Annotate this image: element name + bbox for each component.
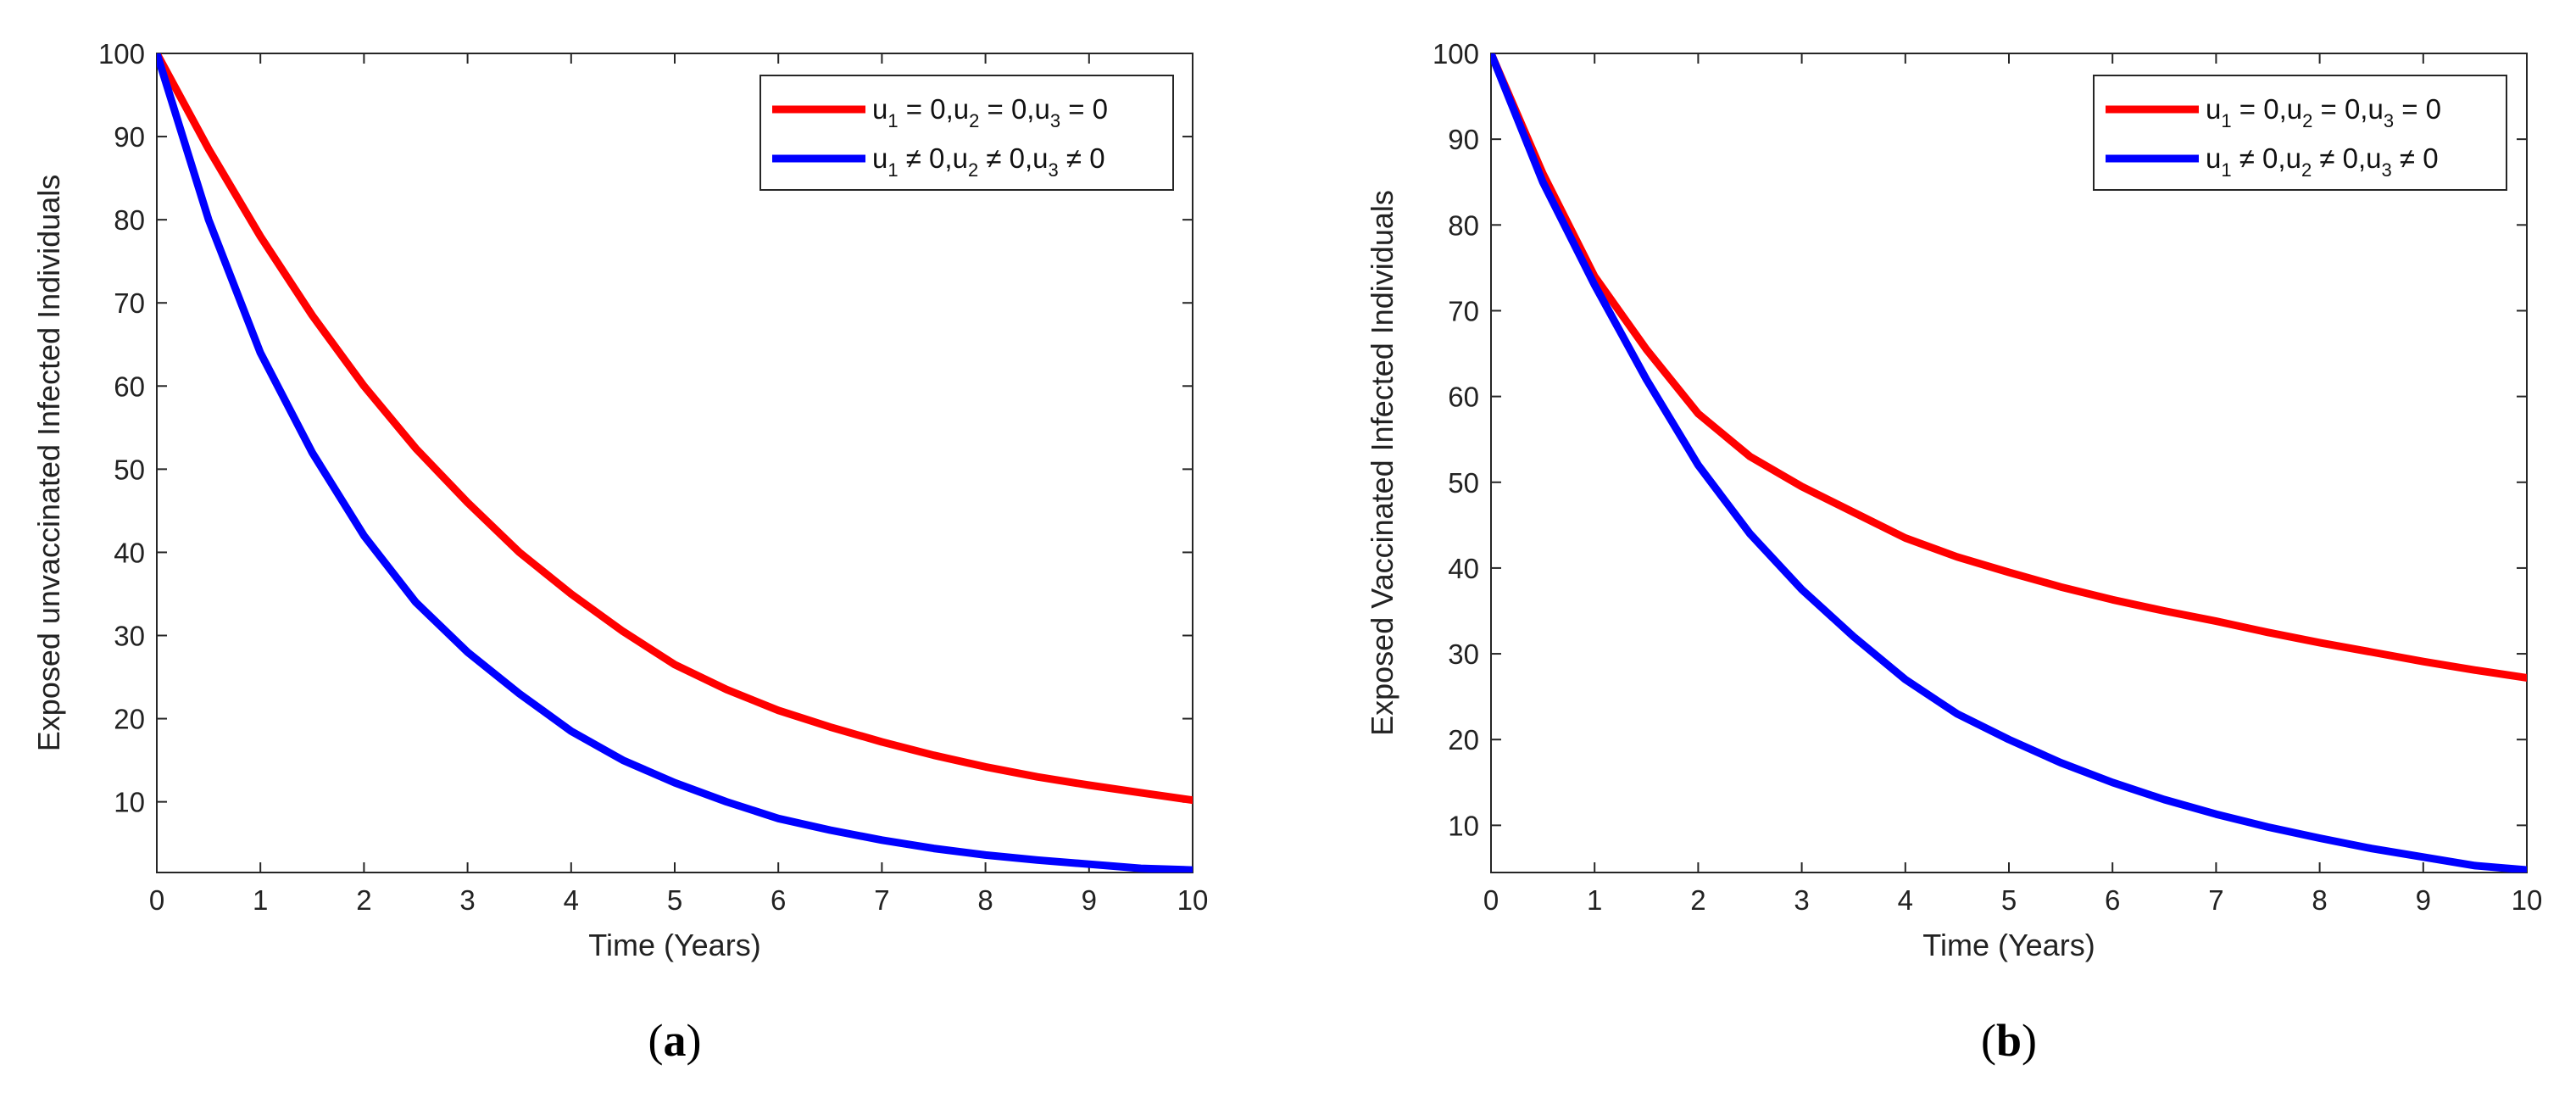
chart-1-y-tick-label: 40 bbox=[114, 537, 145, 568]
chart-2-series-2-line bbox=[1491, 53, 2527, 872]
chart-2-x-tick-label: 7 bbox=[2208, 884, 2223, 916]
chart-1-y-tick-label: 90 bbox=[114, 121, 145, 153]
panel-a: 0 1 2 3 4 5 6 7 8 9 10 10 20 30 40 50 60 70 80 90 100 Time (Y… bbox=[31, 38, 1208, 1066]
chart-1-x-tick-label: 6 bbox=[771, 884, 786, 916]
chart-1-legend-label-1: u1 = 0,u2 = 0,u3 = 0 bbox=[872, 93, 1108, 131]
chart-2-y-tick-label: 20 bbox=[1448, 724, 1479, 755]
chart-1-x-tick-label: 2 bbox=[356, 884, 371, 916]
chart-2-x-tick-label: 9 bbox=[2416, 884, 2431, 916]
chart-2-x-tick-label: 3 bbox=[1794, 884, 1809, 916]
chart-2-x-tick-label: 8 bbox=[2312, 884, 2327, 916]
panel-b: 0 1 2 3 4 5 6 7 8 9 10 10 20 30 40 50 60 70 80 90 100 Time (Y… bbox=[1365, 38, 2542, 1066]
chart-1-x-tick-label: 9 bbox=[1082, 884, 1097, 916]
chart-2-legend-box bbox=[2093, 75, 2507, 191]
chart-2-x-tick-label: 0 bbox=[1483, 884, 1499, 916]
chart-1-series-1-line bbox=[157, 53, 1193, 805]
chart-1-y-tick-label: 10 bbox=[114, 787, 145, 818]
chart-1-y-tick-label: 70 bbox=[114, 287, 145, 319]
chart-1-y-tick-label: 20 bbox=[114, 704, 145, 735]
chart-1-y-tick-label: 50 bbox=[114, 454, 145, 485]
chart-2-y-tick-label: 30 bbox=[1448, 638, 1479, 670]
chart-1-y-axis-label: Exposed unvaccinated Infected Individual… bbox=[31, 175, 66, 751]
chart-2-x-tick-label: 6 bbox=[2105, 884, 2120, 916]
chart-1-y-tick-label: 60 bbox=[114, 371, 145, 402]
chart-2-x-tick-label: 1 bbox=[1587, 884, 1602, 916]
chart-1-x-tick-label: 4 bbox=[564, 884, 579, 916]
chart-2-y-tick-label: 10 bbox=[1448, 810, 1479, 841]
chart-2-legend-label-2: u1 ≠ 0,u2 ≠ 0,u3 ≠ 0 bbox=[2206, 142, 2439, 181]
chart-1-x-tick-label: 0 bbox=[149, 884, 164, 916]
chart-2-y-tick-label: 90 bbox=[1448, 124, 1479, 155]
chart-2-y-tick-label: 80 bbox=[1448, 209, 1479, 241]
chart-2-y-tick-label: 70 bbox=[1448, 295, 1479, 326]
chart-2-legend-label-1: u1 = 0,u2 = 0,u3 = 0 bbox=[2206, 93, 2441, 131]
chart-1-x-tick-label: 8 bbox=[977, 884, 993, 916]
chart-1-legend-box bbox=[759, 75, 1174, 191]
chart-1-x-tick-label: 5 bbox=[667, 884, 682, 916]
chart-2-y-tick-label: 40 bbox=[1448, 553, 1479, 584]
chart-2-x-tick-label: 4 bbox=[1898, 884, 1913, 916]
chart-1-x-tick-label: 3 bbox=[459, 884, 475, 916]
chart-2-panel-caption: (b) bbox=[1981, 1015, 2037, 1066]
chart-1-x-tick-label: 10 bbox=[1177, 884, 1209, 916]
chart-2-x-tick-label: 2 bbox=[1690, 884, 1705, 916]
chart-2-y-tick-label: 50 bbox=[1448, 467, 1479, 499]
chart-2-y-tick-label: 100 bbox=[1433, 38, 1479, 70]
chart-1-x-axis-label: Time (Years) bbox=[588, 928, 760, 962]
chart-1-x-tick-label: 7 bbox=[874, 884, 889, 916]
chart-1-panel-caption: (a) bbox=[648, 1015, 702, 1066]
chart-2-y-axis-label: Exposed Vaccinated Infected Individuals bbox=[1365, 190, 1399, 736]
chart-1-legend-label-2: u1 ≠ 0,u2 ≠ 0,u3 ≠ 0 bbox=[872, 142, 1105, 181]
chart-2-y-tick-label: 60 bbox=[1448, 382, 1479, 413]
chart-1-y-tick-label: 80 bbox=[114, 204, 145, 236]
chart-2-x-tick-label: 10 bbox=[2512, 884, 2543, 916]
chart-1-series-2-line bbox=[157, 53, 1193, 872]
chart-2-x-axis-label: Time (Years) bbox=[1922, 928, 2095, 962]
chart-2-series-1-line bbox=[1491, 53, 2527, 682]
chart-2-x-tick-label: 5 bbox=[2001, 884, 2017, 916]
chart-1-y-tick-label: 30 bbox=[114, 620, 145, 651]
chart-1-x-tick-label: 1 bbox=[253, 884, 268, 916]
chart-1-y-tick-label: 100 bbox=[98, 38, 145, 70]
